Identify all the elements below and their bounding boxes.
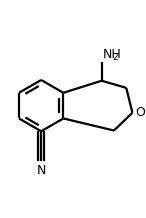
Text: NH: NH xyxy=(102,48,121,61)
Text: 2: 2 xyxy=(113,53,118,61)
Text: O: O xyxy=(135,106,145,119)
Text: N: N xyxy=(36,164,46,177)
